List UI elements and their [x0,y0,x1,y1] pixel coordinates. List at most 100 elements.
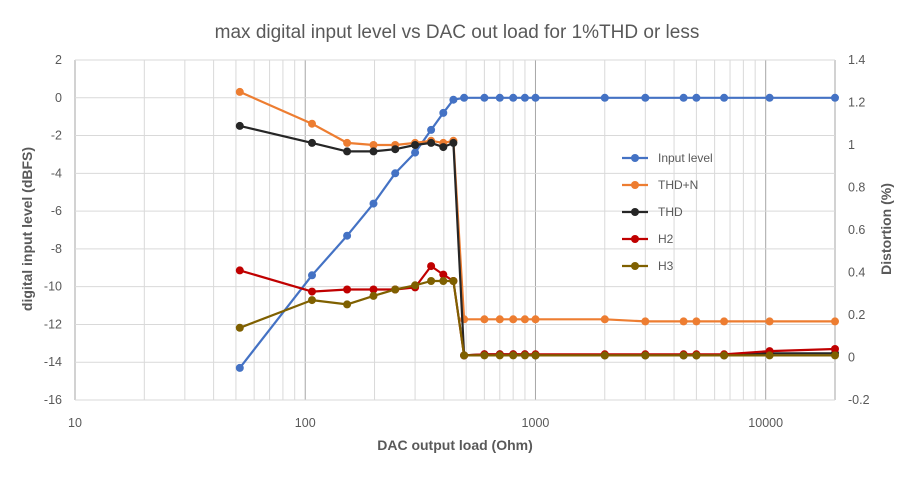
y2-tick-label: -0.2 [848,393,870,407]
data-point-thd-n [720,317,729,326]
x-tick-label: 10 [68,416,82,430]
y2-tick-label: 0 [848,351,855,365]
series-h3 [235,277,839,360]
data-point-thd [449,138,458,147]
data-point-h2 [369,285,378,294]
data-point-thd-n [692,317,701,326]
data-point-thd-n [531,315,540,324]
data-point-h3 [369,291,378,300]
data-point-thd-n [235,87,244,96]
data-point-thd [427,138,436,147]
data-point-h2 [308,287,316,296]
data-point-thd [439,143,448,152]
data-point-h2 [343,285,352,294]
legend-marker-input-level [631,154,639,162]
y2-tick-label: 0.2 [848,308,865,322]
data-point-thd [369,147,378,156]
data-point-h3 [460,351,469,360]
y2-tick-label: 1.4 [848,53,865,67]
y-tick-label: 0 [55,91,62,105]
y-tick-label: -16 [44,393,62,407]
data-point-h3 [427,277,436,285]
x-tick-label: 100 [295,416,316,430]
y2-tick-label: 0.4 [848,266,865,280]
data-point-input-level [235,363,244,372]
data-point-thd-n [765,317,774,326]
data-point-thd [308,138,316,147]
data-point-input-level [692,93,701,102]
data-point-thd-n [308,119,316,128]
data-point-input-level [765,93,774,102]
y-tick-label: -8 [51,242,62,256]
y-axis-ticks: 2 0 -2 -4 -6 -8 -10 -12 -14 -16 [44,53,62,407]
data-point-input-level [641,93,650,102]
legend-label-thd-n: THD+N [658,178,698,192]
series-thd-n [235,87,839,326]
series-group [235,87,839,372]
data-point-h3 [343,300,352,309]
y-tick-label: -10 [44,280,62,294]
data-point-h3 [509,351,518,360]
legend-marker-h3 [631,262,639,270]
data-point-h3 [679,351,688,360]
data-point-h3 [692,351,701,360]
data-point-h3 [831,351,839,360]
y-tick-label: -14 [44,355,62,369]
data-point-h3 [439,277,448,285]
y-tick-label: -2 [51,129,62,143]
data-point-input-level [391,169,400,178]
data-point-input-level [509,93,518,102]
data-point-h3 [720,351,729,360]
x-tick-label: 1000 [522,416,550,430]
y-tick-label: 2 [55,53,62,67]
data-point-input-level [427,125,436,134]
data-point-thd-n [509,315,518,324]
legend-marker-thd [631,208,639,216]
y2-tick-label: 0.6 [848,223,865,237]
y2-axis-title: Distortion (%) [878,183,894,275]
data-point-input-level [520,93,529,102]
data-point-input-level [600,93,609,102]
legend-label-thd: THD [658,205,683,219]
data-point-thd-n [343,138,352,147]
data-point-thd-n [480,315,489,324]
series-line-input-level [238,96,835,369]
data-point-h3 [308,296,316,305]
chart-title: max digital input level vs DAC out load … [215,22,700,43]
data-point-input-level [369,199,378,208]
data-point-thd-n [495,315,504,324]
data-point-thd [411,141,420,149]
data-point-thd-n [600,315,609,324]
y2-tick-label: 1 [848,138,855,152]
data-point-input-level [308,271,316,280]
data-point-thd [343,147,352,156]
y-tick-label: -6 [51,204,62,218]
data-point-h3 [641,351,650,360]
data-point-h3 [600,351,609,360]
data-point-h3 [531,351,540,360]
data-point-thd-n [679,317,688,326]
data-point-h3 [391,285,400,294]
data-point-input-level [531,93,540,102]
series-line-h3 [239,279,835,357]
data-point-thd-n [369,141,378,149]
data-point-h3 [449,277,458,285]
y-axis-title: digital input level (dBFS) [19,147,35,311]
data-point-input-level [460,93,469,102]
y-tick-label: -4 [51,166,62,180]
data-point-input-level [439,108,448,117]
series-input-level [235,93,839,372]
data-point-input-level [495,93,504,102]
x-axis-title: DAC output load (Ohm) [377,437,533,453]
data-point-h3 [765,351,774,360]
legend-label-h3: H3 [658,259,674,273]
series-line-thd-n [239,90,835,323]
data-point-h2 [439,270,448,279]
data-point-h3 [480,351,489,360]
y2-tick-label: 0.8 [848,181,865,195]
data-point-h3 [520,351,529,360]
legend-marker-h2 [631,235,639,243]
x-tick-label: 10000 [748,416,783,430]
